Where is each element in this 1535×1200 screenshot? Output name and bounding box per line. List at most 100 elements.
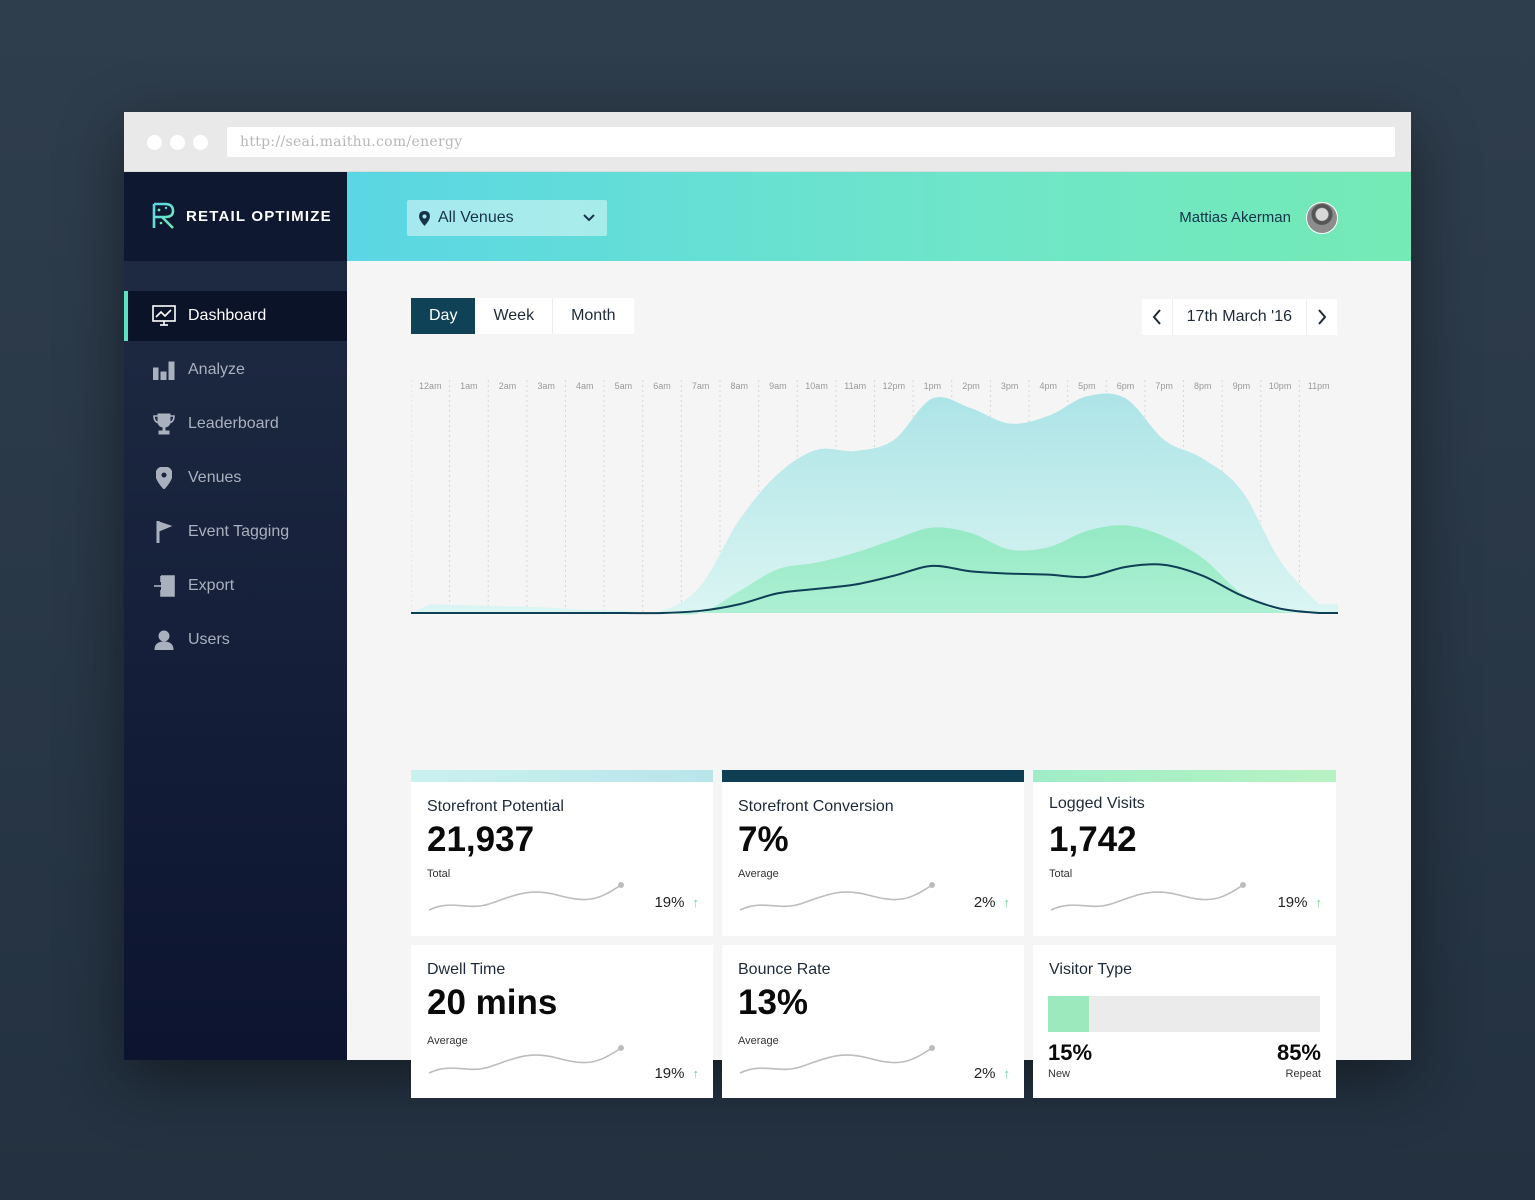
- card-title: Storefront Potential: [427, 798, 564, 815]
- prev-date-button[interactable]: [1142, 299, 1172, 335]
- card-change: 19% ↑: [1277, 894, 1322, 911]
- x-tick-label: 11am: [844, 381, 866, 391]
- card-accent-bar: [722, 770, 1024, 782]
- x-tick-label: 1am: [460, 381, 478, 391]
- x-tick-label: 2am: [499, 381, 517, 391]
- sidebar-item-venues[interactable]: Venues: [124, 453, 347, 503]
- main-content: Day Week Month 17th March '16 12am 1a: [347, 261, 1411, 1098]
- chevron-right-icon: [1318, 309, 1327, 325]
- tab-week[interactable]: Week: [493, 307, 535, 324]
- arrow-up-icon: ↑: [1003, 1066, 1011, 1081]
- x-tick-label: 8am: [731, 381, 749, 391]
- bar-chart-icon: [152, 358, 176, 382]
- venue-select[interactable]: All Venues: [407, 200, 607, 236]
- card-logged-visits[interactable]: Logged Visits 1,742 Total 19% ↑: [1033, 770, 1336, 936]
- brand-name: RETAIL OPTIMIZE: [186, 208, 332, 225]
- next-date-button[interactable]: [1307, 299, 1337, 335]
- sparkline: [739, 882, 935, 911]
- sidebar-item-label: Users: [188, 631, 230, 648]
- browser-window: http://seai.maithu.com/energy RETAIL OPT…: [124, 112, 1411, 1098]
- card-bounce-rate[interactable]: Bounce Rate 13% Average 2% ↑: [722, 945, 1024, 1098]
- visitor-type-repeat: 85% Repeat: [1277, 1040, 1321, 1080]
- card-subtitle: Average: [738, 868, 779, 880]
- card-change: 2% ↑: [974, 894, 1010, 911]
- sidebar-item-label: Leaderboard: [188, 415, 279, 432]
- card-accent-bar: [411, 770, 713, 782]
- sidebar-item-export[interactable]: Export: [124, 561, 347, 611]
- card-value: 20 mins: [427, 983, 558, 1022]
- x-tick-label: 1pm: [924, 381, 942, 391]
- card-change: 19% ↑: [654, 1065, 699, 1082]
- sidebar-item-dashboard[interactable]: Dashboard: [124, 291, 347, 341]
- sparkline: [1050, 882, 1246, 911]
- card-storefront-conversion[interactable]: Storefront Conversion 7% Average 2% ↑: [722, 770, 1024, 936]
- sidebar-item-label: Dashboard: [188, 307, 267, 324]
- sidebar-item-label: Analyze: [188, 361, 245, 378]
- card-title: Bounce Rate: [738, 961, 831, 978]
- tab-day[interactable]: Day: [411, 298, 476, 334]
- card-subtitle: Total: [427, 868, 451, 880]
- x-tick-label: 12pm: [883, 381, 906, 391]
- visitor-repeat-pct: 85%: [1276, 1040, 1321, 1065]
- card-value: 1,742: [1049, 820, 1137, 859]
- card-value: 21,937: [427, 820, 535, 859]
- card-value: 13%: [738, 983, 809, 1022]
- x-tick-label: 6pm: [1117, 381, 1135, 391]
- sidebar-nav: Dashboard Analyze Leaderboard Venues: [124, 291, 347, 669]
- card-title: Visitor Type: [1049, 961, 1133, 978]
- x-tick-label: 10pm: [1269, 381, 1292, 391]
- flag-icon: [152, 520, 176, 544]
- series-area-engaged: [411, 525, 1338, 615]
- card-accent-bar: [1033, 770, 1336, 782]
- card-subtitle: Total: [1049, 868, 1073, 880]
- export-icon: [152, 574, 176, 598]
- chevron-left-icon: [1152, 309, 1161, 325]
- location-pin-icon: [152, 466, 176, 490]
- x-tick-label: 10am: [805, 381, 828, 391]
- card-title: Dwell Time: [427, 961, 506, 978]
- trophy-icon: [152, 412, 176, 436]
- monitor-chart-icon: [152, 304, 176, 328]
- period-tabs: Day Week Month: [411, 298, 634, 334]
- visitor-new-label: New: [1048, 1068, 1071, 1080]
- card-visitor-type[interactable]: Visitor Type 15% New 85% Repeat: [1033, 945, 1336, 1098]
- sidebar-item-users[interactable]: Users: [124, 615, 347, 665]
- brand-logo-icon: [152, 202, 175, 229]
- card-title: Logged Visits: [1049, 795, 1145, 812]
- x-tick-label: 9pm: [1233, 381, 1251, 391]
- window-dot-maximize[interactable]: [193, 135, 208, 150]
- card-value: 7%: [738, 820, 789, 859]
- x-tick-label: 6am: [653, 381, 671, 391]
- visitor-type-new-fill: [1048, 996, 1089, 1032]
- venue-select-value: All Venues: [438, 209, 514, 226]
- top-header: All Venues Mattias Akerman: [347, 172, 1411, 261]
- avatar[interactable]: [1306, 202, 1338, 234]
- window-dot-minimize[interactable]: [170, 135, 185, 150]
- sidebar-item-leaderboard[interactable]: Leaderboard: [124, 399, 347, 449]
- visitor-type-bar: [1048, 996, 1320, 1032]
- card-change: 19% ↑: [654, 894, 699, 911]
- window-dot-close[interactable]: [147, 135, 162, 150]
- x-tick-label: 8pm: [1194, 381, 1212, 391]
- card-storefront-potential[interactable]: Storefront Potential 21,937 Total 19% ↑: [411, 770, 713, 936]
- browser-chrome: http://seai.maithu.com/energy: [124, 112, 1411, 172]
- tab-month[interactable]: Month: [552, 298, 633, 334]
- x-tick-label: 9am: [769, 381, 787, 391]
- sidebar-item-label: Export: [188, 577, 235, 594]
- x-tick-label: 4pm: [1040, 381, 1058, 391]
- sidebar-item-analyze[interactable]: Analyze: [124, 345, 347, 395]
- card-dwell-time[interactable]: Dwell Time 20 mins Average 19% ↑: [411, 945, 713, 1098]
- x-tick-label: 5pm: [1078, 381, 1096, 391]
- date-navigator: 17th March '16: [1141, 299, 1337, 335]
- card-subtitle: Average: [427, 1035, 468, 1047]
- visitor-type-new: 15% New: [1048, 1040, 1092, 1080]
- x-tick-label: 2pm: [962, 381, 980, 391]
- sidebar-item-label: Event Tagging: [188, 523, 290, 540]
- sidebar-item-label: Venues: [188, 469, 242, 486]
- current-date: 17th March '16: [1171, 299, 1307, 335]
- sidebar-item-event-tagging[interactable]: Event Tagging: [124, 507, 347, 557]
- user-name[interactable]: Mattias Akerman: [1179, 209, 1291, 226]
- arrow-up-icon: ↑: [692, 1066, 700, 1081]
- x-tick-label: 12am: [419, 381, 442, 391]
- url-bar[interactable]: http://seai.maithu.com/energy: [227, 127, 1395, 157]
